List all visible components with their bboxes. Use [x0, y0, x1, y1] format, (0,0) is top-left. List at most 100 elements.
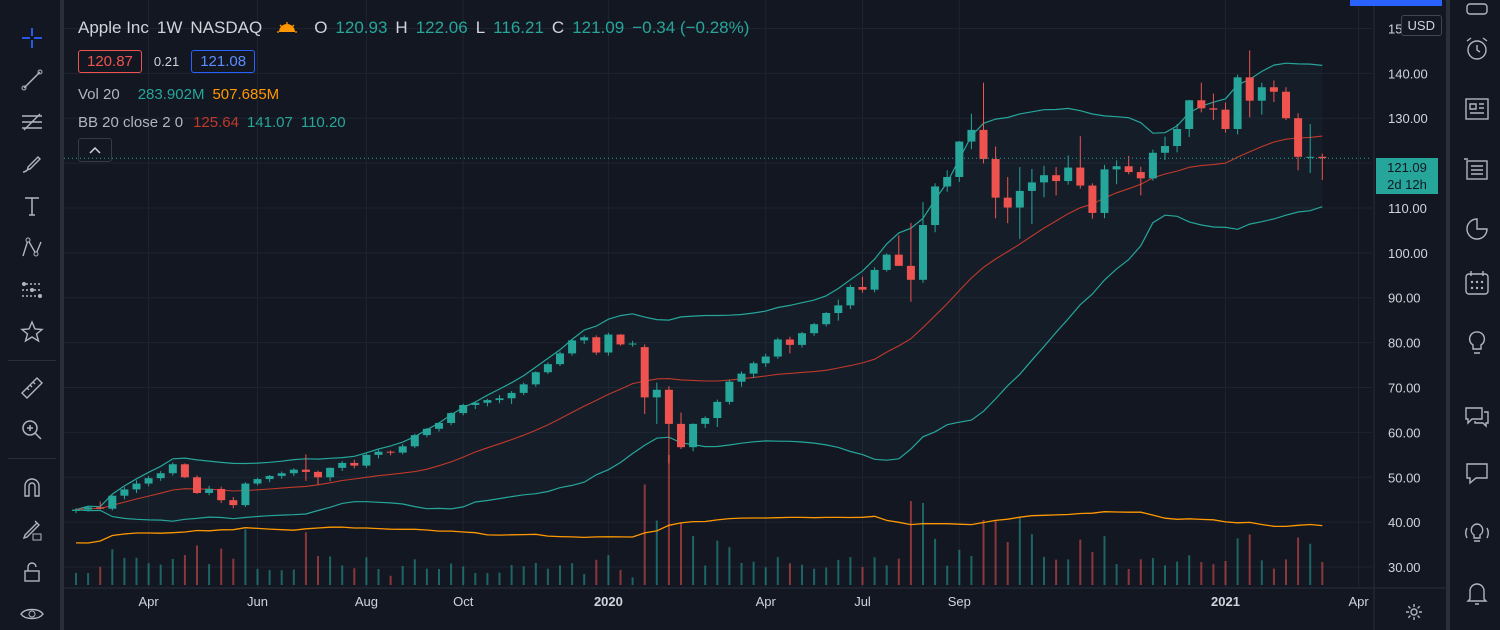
calendar-icon[interactable]: [1460, 266, 1494, 300]
volume-bar: [159, 564, 162, 585]
collapse-legend-button[interactable]: [78, 138, 112, 162]
buy-button[interactable]: 121.08: [191, 50, 256, 73]
volume-bar: [583, 574, 586, 585]
notifications-icon[interactable]: [1460, 576, 1494, 610]
volume-ma-line: [75, 511, 1323, 544]
bb-lower-value: 110.20: [300, 114, 346, 131]
bb-fill: [76, 63, 1323, 522]
candle-body: [701, 418, 710, 424]
volume-bar: [510, 565, 513, 585]
pattern-icon[interactable]: [16, 232, 48, 264]
candle-body: [616, 334, 625, 345]
candle-body: [1027, 182, 1036, 191]
candle-body: [1269, 87, 1278, 92]
chats-icon[interactable]: [1460, 456, 1494, 490]
candle-body: [1318, 156, 1327, 159]
volume-bar: [135, 557, 138, 585]
market-status-icon[interactable]: [276, 21, 298, 35]
chat-icon[interactable]: [1460, 400, 1494, 434]
spread-value: 0.21: [153, 54, 180, 69]
volume-bar: [232, 558, 235, 585]
bb-legend[interactable]: BB 20 close 2 0 125.64 141.07 110.20: [78, 114, 346, 131]
candle-body: [108, 495, 117, 509]
data-window-icon[interactable]: [1460, 152, 1494, 186]
candle-body: [398, 446, 407, 453]
time-tick-label: Jul: [854, 594, 871, 609]
volume-bar: [595, 559, 598, 585]
volume-bar: [1127, 569, 1130, 585]
exchange-label: NASDAQ: [190, 18, 263, 37]
ideas-icon[interactable]: [1460, 326, 1494, 360]
favorites-icon[interactable]: [16, 316, 48, 348]
volume-bar: [546, 568, 549, 585]
magnet-icon[interactable]: [16, 472, 48, 504]
candle-body: [1052, 175, 1061, 182]
change-value: −0.34 (−0.28%): [632, 18, 750, 37]
candle-body: [471, 402, 480, 406]
candle-body: [205, 488, 214, 493]
volume-bar: [147, 563, 150, 585]
volume-bar: [728, 547, 731, 585]
symbol-name[interactable]: Apple Inc: [78, 18, 149, 37]
streams-icon[interactable]: [1460, 516, 1494, 550]
news-icon[interactable]: [1460, 92, 1494, 126]
price-tick-label: 70.00: [1388, 381, 1421, 396]
currency-button[interactable]: USD: [1400, 15, 1442, 36]
eye-icon[interactable]: [16, 598, 48, 630]
candle-body: [967, 129, 976, 142]
candle-body: [955, 141, 964, 178]
price-chart[interactable]: 30.00 40.00 50.00 60.00 70.00 80.00 90.00 100.0…: [64, 0, 1446, 630]
candle-body: [289, 469, 298, 474]
bb-basis-line: [75, 135, 1323, 511]
low-value: 116.21: [493, 18, 544, 37]
crosshair-icon[interactable]: [16, 22, 48, 54]
candle-body: [314, 471, 322, 478]
chart-area[interactable]: 30.00 40.00 50.00 60.00 70.00 80.00 90.00 100.0…: [64, 0, 1446, 630]
trend-line-icon[interactable]: [16, 64, 48, 96]
volume-bar: [438, 569, 440, 585]
hotlist-icon[interactable]: [1460, 212, 1494, 246]
lock-icon[interactable]: [16, 556, 48, 588]
prediction-icon[interactable]: [16, 274, 48, 306]
volume-bar: [607, 555, 610, 585]
last-price-tag: 121.09 2d 12h: [1376, 158, 1438, 194]
sell-button[interactable]: 120.87: [78, 50, 142, 73]
candle-body: [277, 473, 286, 476]
chart-settings-icon[interactable]: [1404, 602, 1424, 622]
left-toolbar: [0, 0, 64, 630]
volume-bar: [450, 563, 453, 585]
candle-body: [858, 286, 867, 290]
candle-body: [362, 454, 371, 466]
volume-bar: [982, 519, 985, 585]
volume-bar: [1055, 559, 1058, 585]
fib-retracement-icon[interactable]: [16, 106, 48, 138]
candle-body: [568, 340, 577, 354]
brush-icon[interactable]: [16, 148, 48, 180]
candle-body: [386, 451, 395, 453]
volume-bar: [619, 569, 622, 585]
volume-bar: [462, 566, 465, 585]
text-icon[interactable]: [16, 190, 48, 222]
alarm-icon[interactable]: [1460, 32, 1494, 66]
candle-body: [72, 509, 80, 511]
lock-drawing-icon[interactable]: [16, 514, 48, 546]
volume-legend[interactable]: Vol 20 283.902M 507.685M: [78, 86, 279, 103]
zoom-in-icon[interactable]: [16, 414, 48, 446]
volume-bar: [1103, 536, 1106, 585]
price-tick-label: 130.00: [1388, 111, 1428, 126]
volume-bar: [922, 502, 924, 585]
volume-bar: [377, 568, 380, 585]
volume-bar: [413, 559, 416, 585]
candle-body: [580, 337, 589, 341]
candle-body: [773, 339, 782, 357]
volume-bar: [1043, 556, 1045, 585]
watchlist-icon[interactable]: [1460, 0, 1494, 34]
volume-bar: [1006, 542, 1009, 585]
volume-bar: [1285, 559, 1287, 585]
candle-body: [132, 483, 141, 490]
volume-bar: [1067, 559, 1070, 585]
ruler-icon[interactable]: [16, 372, 48, 404]
interval-label[interactable]: 1W: [156, 18, 183, 37]
volume-bar: [861, 566, 864, 585]
volume-bar: [571, 563, 574, 585]
